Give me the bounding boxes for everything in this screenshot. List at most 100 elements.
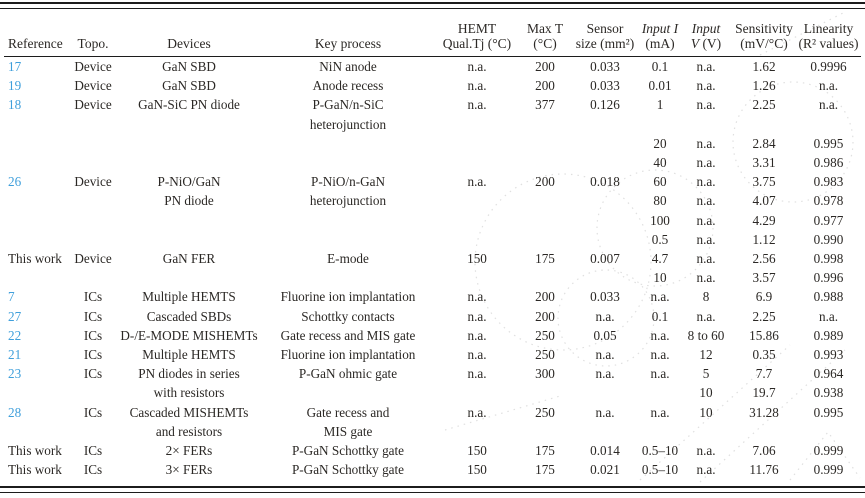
reference-link[interactable]: 28	[8, 404, 22, 420]
cell-hemt-qual: n.a.	[467, 97, 487, 113]
cell-sensitivity: 1.26	[752, 78, 776, 94]
cell-max-t: 250	[535, 404, 555, 420]
cell-key-process	[262, 268, 434, 287]
cell-topo: ICs	[83, 347, 103, 363]
cell-key-process	[262, 383, 434, 402]
cell-max-t	[520, 115, 570, 134]
cell-linearity: 0.938	[813, 385, 844, 401]
cell-input-i	[640, 115, 680, 134]
reference-link[interactable]: 22	[8, 327, 22, 343]
cell-max-t: 300	[535, 366, 555, 382]
cell-hemt-qual: n.a.	[467, 78, 487, 94]
cell-reference	[4, 230, 70, 249]
cell-topo	[70, 230, 116, 249]
cell-linearity: 0.983	[813, 174, 844, 190]
cell-topo: Device	[74, 251, 112, 267]
cell-hemt-qual	[434, 422, 520, 441]
table-row: 20 n.a. 2.84 0.995	[4, 134, 861, 153]
cell-devices	[116, 268, 262, 287]
cell-input-v	[680, 115, 732, 134]
reference-link[interactable]: 21	[8, 347, 22, 363]
reference-link[interactable]: 7	[8, 289, 15, 305]
cell-linearity: n.a.	[818, 97, 839, 113]
table-row: 28 ICs Cascaded MISHEMTs Gate recess and n.a…	[4, 403, 861, 422]
cell-linearity: n.a.	[818, 308, 839, 324]
reference-link[interactable]: 23	[8, 366, 22, 382]
cell-input-v: 12	[699, 347, 713, 363]
cell-input-v: n.a.	[696, 251, 716, 267]
cell-devices: 3× FERs	[165, 462, 213, 478]
cell-topo: ICs	[83, 327, 103, 343]
cell-linearity: 0.993	[813, 347, 844, 363]
cell-topo	[70, 422, 116, 441]
top-double-rule	[0, 2, 865, 9]
reference-link[interactable]: 18	[8, 97, 22, 113]
cell-sensor-size	[570, 383, 640, 402]
cell-reference	[4, 191, 70, 210]
cell-key-process: Gate recess and MIS gate	[280, 327, 416, 343]
table-row: 21 ICs Multiple HEMTS Fluorine ion implanta…	[4, 345, 861, 364]
cell-topo: Device	[74, 174, 112, 190]
cell-input-v: n.a.	[696, 155, 716, 171]
cell-input-i: n.a.	[650, 366, 670, 382]
cell-devices: with resistors	[153, 385, 225, 401]
cell-devices	[116, 153, 262, 172]
cell-sensor-size	[570, 153, 640, 172]
cell-devices: GaN-SiC PN diode	[138, 97, 240, 113]
reference-link[interactable]: 19	[8, 78, 22, 94]
cell-sensitivity: 3.75	[752, 174, 776, 190]
cell-linearity: 0.999	[813, 443, 844, 459]
reference-link[interactable]: 26	[8, 174, 22, 190]
cell-max-t: 175	[535, 443, 555, 459]
col-header-reference: Reference	[8, 36, 63, 51]
cell-max-t	[520, 383, 570, 402]
cell-input-v: n.a.	[696, 97, 716, 113]
reference-link[interactable]: 17	[8, 59, 22, 74]
cell-reference: 28	[4, 403, 70, 422]
cell-hemt-qual: 150	[467, 251, 487, 267]
cell-key-process: Fluorine ion implantation	[280, 289, 416, 305]
cell-hemt-qual	[434, 230, 520, 249]
cell-input-v: 10	[699, 404, 713, 420]
cell-key-process: P-GaN Schottky gate	[291, 443, 405, 459]
cell-hemt-qual	[434, 268, 520, 287]
header-row: Reference Topo. Devices Key process HEMT…	[4, 10, 861, 57]
reference-link[interactable]: 27	[8, 308, 22, 324]
cell-input-i: 40	[653, 155, 667, 171]
cell-topo	[70, 383, 116, 402]
cell-reference: 19	[4, 76, 70, 95]
cell-hemt-qual: n.a.	[467, 289, 487, 305]
cell-topo: ICs	[83, 289, 103, 305]
cell-input-v: n.a.	[696, 193, 716, 209]
cell-reference	[4, 268, 70, 287]
table-row: 17 Device GaN SBD NiN anode n.a. 200 0.033 0.1 n…	[4, 57, 861, 77]
cell-max-t	[520, 422, 570, 441]
cell-sensitivity: 7.06	[752, 443, 776, 459]
cell-devices: 2× FERs	[165, 443, 213, 459]
cell-sensitivity: 31.28	[749, 404, 779, 420]
table-row: 19 Device GaN SBD Anode recess n.a. 200 0.033 0…	[4, 76, 861, 95]
cell-key-process	[262, 211, 434, 230]
cell-input-i	[640, 422, 680, 441]
cell-hemt-qual: n.a.	[467, 308, 487, 324]
table-row: This work ICs 2× FERs P-GaN Schottky gate 15…	[4, 441, 861, 460]
cell-sensitivity	[732, 422, 796, 441]
cell-input-i: 0.5	[651, 231, 669, 247]
cell-max-t	[520, 153, 570, 172]
cell-devices	[116, 230, 262, 249]
cell-sensitivity: 2.56	[752, 251, 776, 267]
cell-linearity: 0.995	[813, 135, 844, 151]
cell-reference: 26	[4, 172, 70, 191]
cell-sensor-size	[570, 211, 640, 230]
cell-input-i: n.a.	[650, 404, 670, 420]
cell-topo: Device	[74, 78, 112, 94]
cell-devices: GaN SBD	[162, 59, 216, 74]
cell-reference: This work	[8, 443, 62, 459]
cell-input-i: 60	[653, 174, 667, 190]
cell-devices: PN diode	[164, 193, 214, 209]
cell-input-v: n.a.	[696, 212, 716, 228]
cell-input-i: 1	[656, 97, 664, 113]
cell-sensor-size: n.a.	[595, 347, 615, 363]
cell-topo: ICs	[83, 308, 103, 324]
cell-devices: Multiple HEMTS	[142, 347, 236, 363]
